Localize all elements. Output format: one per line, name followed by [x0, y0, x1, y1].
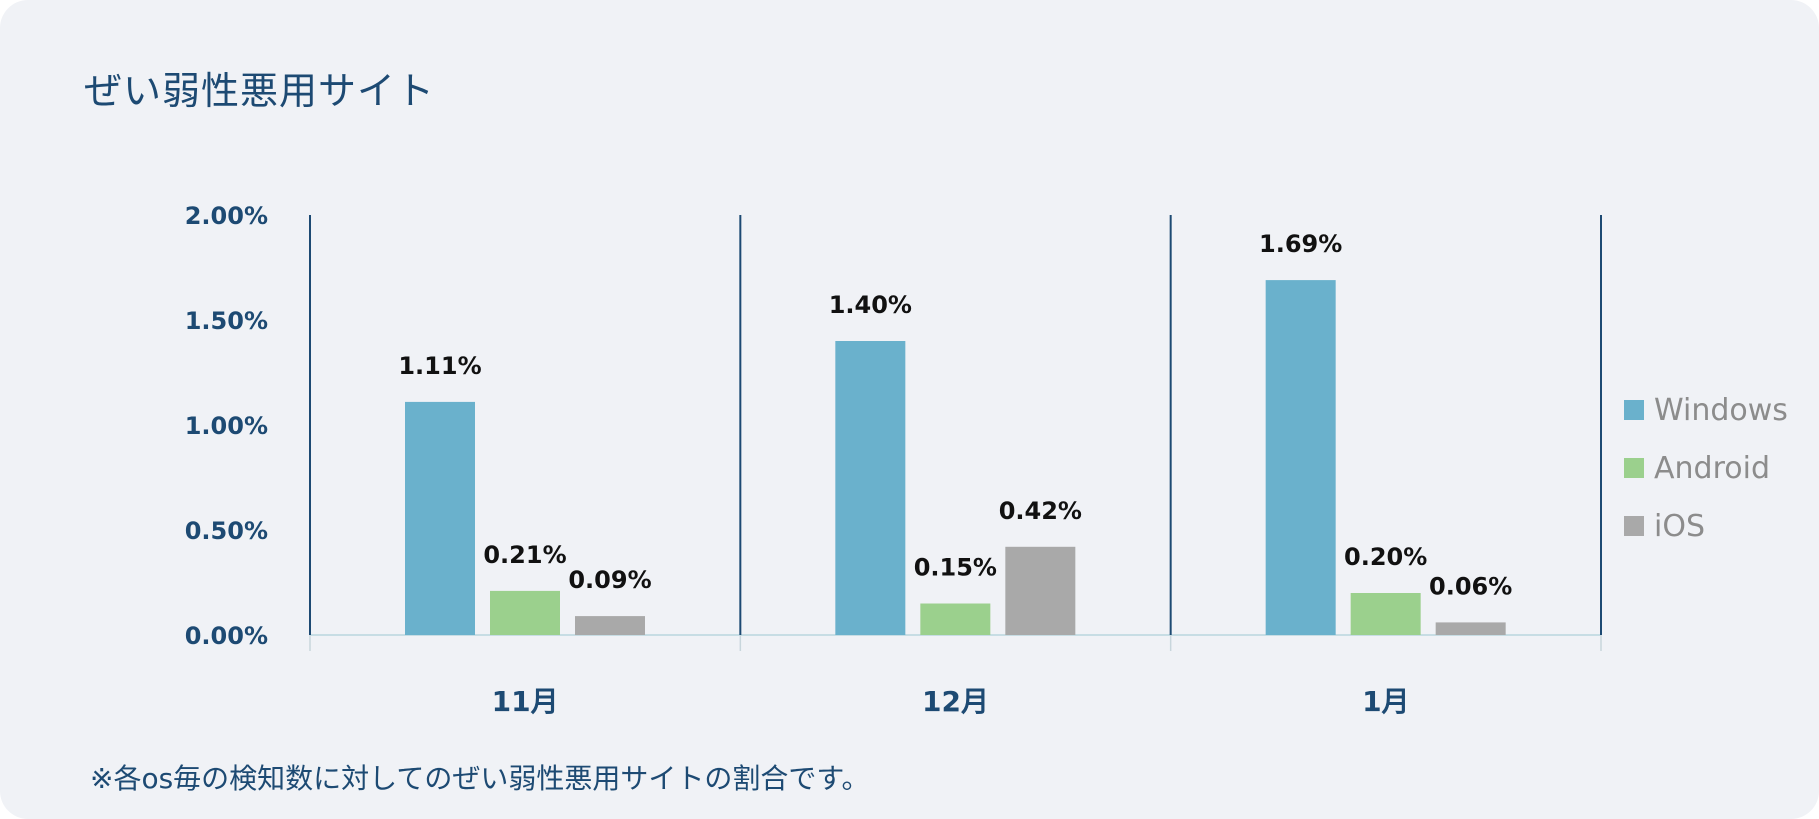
data-label-windows: 1.11% [398, 352, 481, 380]
bar-ios [1005, 546, 1076, 635]
data-label-android: 0.21% [483, 541, 566, 569]
bar-ios [575, 616, 645, 635]
bar-android [920, 603, 991, 635]
data-label-android: 0.20% [1344, 543, 1427, 571]
data-label-ios: 0.09% [568, 566, 651, 594]
bars-layer [405, 280, 1506, 635]
bar-windows [1265, 280, 1336, 635]
legend-label-windows: Windows [1654, 392, 1788, 428]
legend-label-ios: iOS [1654, 508, 1705, 544]
bar-ios [1435, 622, 1506, 635]
y-tick-label: 0.50% [185, 517, 268, 545]
data-label-windows: 1.40% [829, 291, 912, 319]
footnote: ※各os毎の検知数に対してのぜい弱性悪用サイトの割合です。 [90, 762, 870, 795]
y-tick-label: 1.00% [185, 412, 268, 440]
x-category-label: 12月 [922, 685, 989, 718]
legend-label-android: Android [1654, 450, 1770, 486]
chart-legend: Windows Android iOS [1624, 381, 1788, 555]
legend-item-ios: iOS [1624, 497, 1788, 555]
x-category-label: 11月 [492, 685, 559, 718]
x-category-label: 1月 [1362, 685, 1409, 718]
y-tick-label: 0.00% [185, 622, 268, 650]
axes-layer: 0.00% 0.50% 1.00% 1.50% 2.00% 11月 12月 1月 [185, 202, 1602, 718]
legend-item-windows: Windows [1624, 381, 1788, 439]
bar-windows [405, 401, 475, 635]
bar-android [1350, 593, 1421, 635]
y-tick-label: 1.50% [185, 307, 268, 335]
data-label-android: 0.15% [914, 554, 997, 582]
labels-layer: 1.11% 1.40% 1.69% 0.21% 0.15% 0.20% 0.09% 0.42%… [398, 230, 1512, 600]
legend-swatch-ios [1624, 516, 1644, 536]
data-label-ios: 0.42% [999, 497, 1082, 525]
legend-swatch-windows [1624, 400, 1644, 420]
bar-android [490, 590, 560, 635]
data-label-windows: 1.69% [1259, 230, 1342, 258]
legend-item-android: Android [1624, 439, 1788, 497]
chart-title: ぜい弱性悪用サイト [84, 69, 436, 113]
legend-swatch-android [1624, 458, 1644, 478]
data-label-ios: 0.06% [1429, 572, 1512, 600]
y-tick-label: 2.00% [185, 202, 268, 230]
bar-windows [835, 341, 906, 635]
